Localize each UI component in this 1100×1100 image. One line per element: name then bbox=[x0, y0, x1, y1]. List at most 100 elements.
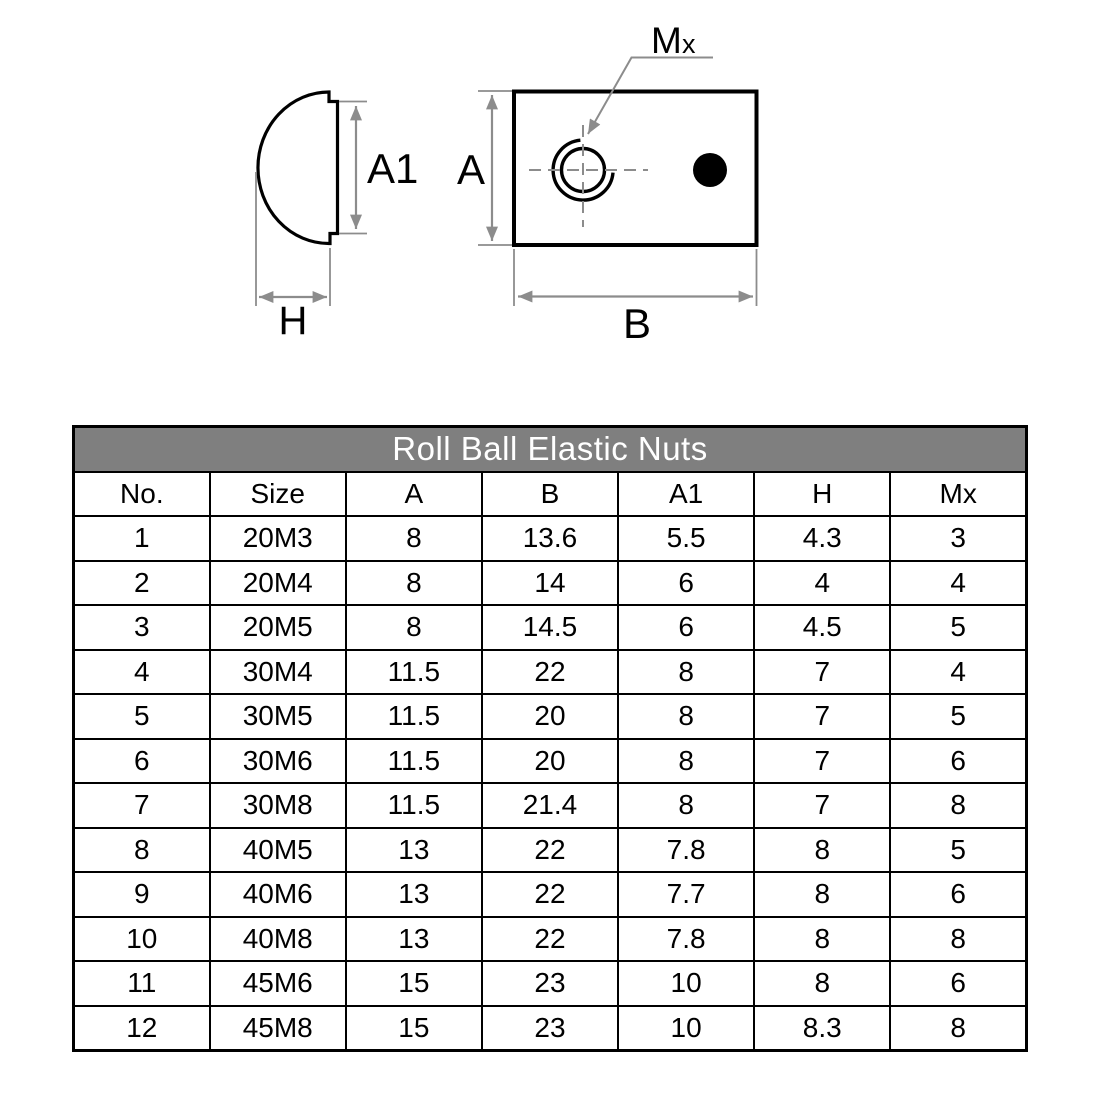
cell: 20M4 bbox=[208, 559, 347, 606]
cell: 7 bbox=[753, 737, 892, 784]
cell: 13.6 bbox=[480, 515, 620, 562]
column-header: A bbox=[344, 470, 483, 517]
cell: 4 bbox=[889, 648, 1028, 695]
cell: 12 bbox=[72, 1004, 211, 1052]
cell: 8 bbox=[617, 648, 756, 695]
mx-label: M bbox=[651, 20, 682, 61]
cell: 6 bbox=[617, 559, 756, 606]
cell: 8 bbox=[617, 782, 756, 829]
cell: 3 bbox=[889, 515, 1028, 562]
mx-leader-line bbox=[587, 56, 713, 135]
front-view: M x A B bbox=[457, 20, 759, 347]
cell: 7 bbox=[753, 782, 892, 829]
cell: 45M6 bbox=[208, 960, 347, 1007]
cell: 13 bbox=[344, 871, 483, 918]
cell: 1 bbox=[72, 515, 211, 562]
cell: 40M6 bbox=[208, 871, 347, 918]
cell: 8 bbox=[344, 559, 483, 606]
cell: 13 bbox=[344, 826, 483, 873]
cell: 6 bbox=[889, 871, 1028, 918]
a-label: A bbox=[457, 146, 485, 193]
cell: 23 bbox=[480, 960, 620, 1007]
title-row: Roll Ball Elastic Nuts bbox=[72, 425, 1028, 473]
cell: 8 bbox=[889, 915, 1028, 962]
cell: 30M6 bbox=[208, 737, 347, 784]
cell: 11.5 bbox=[344, 648, 483, 695]
table-row: 11 45M6 15 23 10 8 6 bbox=[72, 960, 1028, 1007]
cell: 40M5 bbox=[208, 826, 347, 873]
cell: 21.4 bbox=[480, 782, 620, 829]
table-row: 10 40M8 13 22 7.8 8 8 bbox=[72, 915, 1028, 962]
column-header: A1 bbox=[617, 470, 756, 517]
table-title: Roll Ball Elastic Nuts bbox=[72, 425, 1028, 473]
cell: 5 bbox=[72, 693, 211, 740]
cell: 20 bbox=[480, 737, 620, 784]
nut-body-outline bbox=[512, 89, 759, 247]
column-header: Size bbox=[208, 470, 347, 517]
cell: 4 bbox=[753, 559, 892, 606]
cell: 20M5 bbox=[208, 604, 347, 651]
technical-drawing: A1 H M x A bbox=[255, 20, 759, 347]
table-row: 5 30M5 11.5 20 8 7 5 bbox=[72, 693, 1028, 740]
cell: 22 bbox=[480, 648, 620, 695]
cell: 8 bbox=[617, 737, 756, 784]
b-label: B bbox=[623, 300, 651, 347]
cell: 30M4 bbox=[208, 648, 347, 695]
cell: 30M5 bbox=[208, 693, 347, 740]
column-header: H bbox=[753, 470, 892, 517]
table-row: 1 20M3 8 13.6 5.5 4.3 3 bbox=[72, 515, 1028, 562]
cell: 15 bbox=[344, 1004, 483, 1052]
cell: 4.5 bbox=[753, 604, 892, 651]
cell: 23 bbox=[480, 1004, 620, 1052]
cell: 40M8 bbox=[208, 915, 347, 962]
column-header: Mx bbox=[889, 470, 1028, 517]
cell: 7.8 bbox=[617, 826, 756, 873]
column-header: B bbox=[480, 470, 620, 517]
table-row: 4 30M4 11.5 22 8 7 4 bbox=[72, 648, 1028, 695]
cell: 14 bbox=[480, 559, 620, 606]
cell: 7 bbox=[753, 648, 892, 695]
nut-dome-outline bbox=[256, 90, 340, 246]
cell: 8 bbox=[753, 960, 892, 1007]
cell: 5 bbox=[889, 604, 1028, 651]
column-header-row: No. Size A B A1 H Mx bbox=[72, 470, 1028, 517]
cell: 8 bbox=[72, 826, 211, 873]
cell: 20M3 bbox=[208, 515, 347, 562]
cell: 8 bbox=[617, 693, 756, 740]
cell: 11 bbox=[72, 960, 211, 1007]
cell: 4.3 bbox=[753, 515, 892, 562]
cell: 22 bbox=[480, 826, 620, 873]
table-row: 6 30M6 11.5 20 8 7 6 bbox=[72, 737, 1028, 784]
cell: 5 bbox=[889, 826, 1028, 873]
cell: 13 bbox=[344, 915, 483, 962]
cell: 8 bbox=[344, 604, 483, 651]
table-row: 7 30M8 11.5 21.4 8 7 8 bbox=[72, 782, 1028, 829]
cell: 8 bbox=[753, 826, 892, 873]
cell: 10 bbox=[617, 960, 756, 1007]
cell: 10 bbox=[72, 915, 211, 962]
cell: 15 bbox=[344, 960, 483, 1007]
cell: 5 bbox=[889, 693, 1028, 740]
table-row: 9 40M6 13 22 7.7 8 6 bbox=[72, 871, 1028, 918]
column-header: No. bbox=[72, 470, 211, 517]
a1-label: A1 bbox=[367, 145, 418, 192]
cell: 8 bbox=[889, 782, 1028, 829]
table-row: 3 20M5 8 14.5 6 4.5 5 bbox=[72, 604, 1028, 651]
cell: 8 bbox=[889, 1004, 1028, 1052]
cell: 6 bbox=[889, 737, 1028, 784]
cell: 7 bbox=[72, 782, 211, 829]
cell: 6 bbox=[72, 737, 211, 784]
mx-label-subscript: x bbox=[682, 29, 696, 59]
cell: 7.8 bbox=[617, 915, 756, 962]
table-row: 12 45M8 15 23 10 8.3 8 bbox=[72, 1004, 1028, 1052]
cell: 30M8 bbox=[208, 782, 347, 829]
cell: 4 bbox=[72, 648, 211, 695]
cell: 20 bbox=[480, 693, 620, 740]
side-view: A1 H bbox=[255, 90, 418, 343]
cell: 4 bbox=[889, 559, 1028, 606]
table-row: 8 40M5 13 22 7.8 8 5 bbox=[72, 826, 1028, 873]
cell: 3 bbox=[72, 604, 211, 651]
cell: 22 bbox=[480, 871, 620, 918]
